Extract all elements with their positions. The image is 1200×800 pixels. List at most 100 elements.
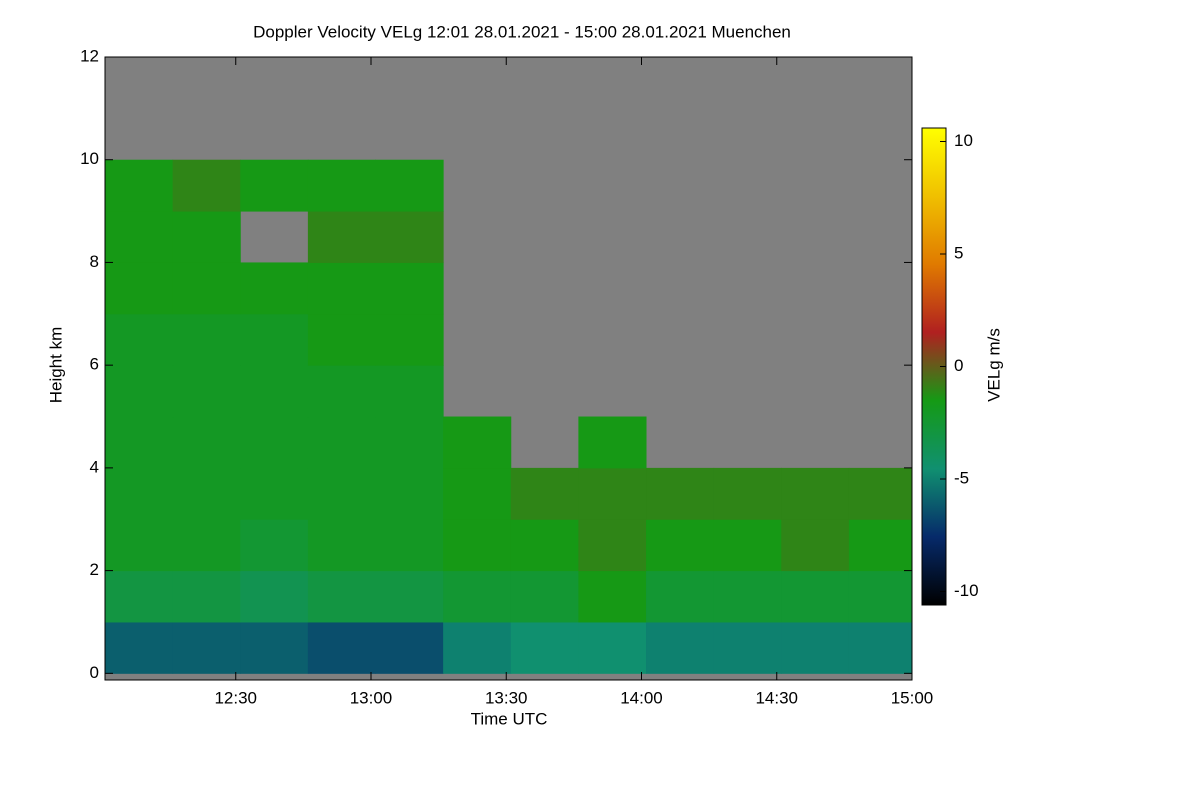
heatmap-cell [375, 211, 444, 263]
heatmap-cell [713, 621, 782, 674]
heatmap-cell [713, 519, 782, 572]
heatmap-cell [240, 519, 309, 572]
heatmap-cell [781, 467, 850, 520]
heatmap-cell [646, 519, 715, 572]
heatmap-cell [172, 519, 241, 572]
heatmap-cell [578, 621, 647, 674]
y-tick-label: 2 [90, 560, 99, 579]
heatmap-cell [713, 467, 782, 520]
heatmap-cell [172, 211, 241, 263]
heatmap-cell [307, 621, 377, 674]
heatmap-cell [105, 365, 174, 418]
heatmap-cell [375, 313, 444, 366]
heatmap-cell [510, 519, 579, 572]
heatmap-cell [443, 570, 512, 623]
heatmap-cell [646, 621, 715, 674]
heatmap-cell [172, 621, 241, 674]
y-tick-label: 8 [90, 252, 99, 271]
heatmap-cell [578, 416, 647, 469]
heatmap-cell [375, 570, 444, 623]
heatmap-cell [105, 519, 174, 572]
heatmap-cell [375, 467, 444, 520]
heatmap-cell [443, 621, 512, 674]
heatmap-cell [240, 467, 309, 520]
y-tick-label: 6 [90, 355, 99, 374]
heatmap-cell [578, 467, 647, 520]
heatmap-cell [646, 467, 715, 520]
heatmap-cell [240, 570, 309, 623]
heatmap-cell [105, 262, 174, 315]
heatmap-cell [240, 262, 309, 315]
x-tick-label: 13:30 [485, 688, 528, 707]
heatmap-cell [240, 159, 309, 212]
x-tick-label: 12:30 [214, 688, 257, 707]
heatmap-cell [510, 621, 579, 674]
heatmap-cell [172, 262, 241, 315]
colorbar-tick-label: 10 [954, 131, 973, 150]
heatmap-cell [105, 467, 174, 520]
heatmap-cell [578, 519, 647, 572]
y-tick-label: 10 [80, 149, 99, 168]
colorbar-tick-label: -5 [954, 468, 969, 487]
x-axis-label: Time UTC [471, 709, 548, 728]
colorbar-tick-label: 0 [954, 356, 963, 375]
heatmap-cell [781, 621, 850, 674]
x-tick-label: 14:00 [620, 688, 663, 707]
heatmap-cell [375, 365, 444, 418]
y-axis-label: Height km [46, 327, 65, 404]
heatmap-cell [443, 467, 512, 520]
heatmap-cell [307, 262, 377, 315]
heatmap-cell [307, 313, 377, 366]
heatmap-cell [848, 570, 913, 623]
colorbar-tick-label: 5 [954, 243, 963, 262]
y-tick-label: 12 [80, 46, 99, 65]
x-tick-label: 13:00 [350, 688, 393, 707]
heatmap-cell [105, 211, 174, 263]
heatmap-cell [781, 519, 850, 572]
heatmap-cell [578, 570, 647, 623]
heatmap-cell [172, 416, 241, 469]
chart-title: Doppler Velocity VELg 12:01 28.01.2021 -… [253, 22, 791, 41]
heatmap-cell [307, 519, 377, 572]
heatmap-cell [375, 262, 444, 315]
heatmap-cell [307, 416, 377, 469]
heatmap-cell [848, 467, 913, 520]
heatmap-cell [646, 570, 715, 623]
heatmap-cell [848, 519, 913, 572]
heatmap-cell [105, 621, 174, 674]
heatmap-cell [375, 621, 444, 674]
y-tick-label: 0 [90, 663, 99, 682]
heatmap-cell [105, 570, 174, 623]
heatmap-cell [240, 621, 309, 674]
heatmap-cell [240, 416, 309, 469]
heatmap-cell [172, 467, 241, 520]
heatmap-cell [510, 570, 579, 623]
heatmap-cell [781, 570, 850, 623]
heatmap-cell [105, 416, 174, 469]
heatmap-cell [172, 365, 241, 418]
heatmap-cell [375, 519, 444, 572]
y-tick-label: 4 [90, 457, 99, 476]
heatmap-cell [307, 467, 377, 520]
heatmap-cell [375, 416, 444, 469]
x-tick-label: 14:30 [755, 688, 798, 707]
heatmap-cell [172, 313, 241, 366]
plot-frame [104, 56, 913, 681]
heatmap-cell [105, 313, 174, 366]
heatmap-cell [307, 570, 377, 623]
heatmap-cell [240, 313, 309, 366]
heatmap-cell [375, 159, 444, 212]
heatmap-cell [172, 159, 241, 212]
heatmap-cell [105, 159, 174, 212]
heatmap-cell [443, 416, 512, 469]
heatmap-cell [307, 365, 377, 418]
heatmap-cell [510, 467, 579, 520]
heatmap-cell [172, 570, 241, 623]
heatmap-cell [713, 570, 782, 623]
colorbar-label: VELg m/s [984, 328, 1003, 402]
heatmap-cell [307, 159, 377, 212]
heatmap-cell [240, 365, 309, 418]
heatmap-cell [443, 519, 512, 572]
heatmap-cell [307, 211, 377, 263]
